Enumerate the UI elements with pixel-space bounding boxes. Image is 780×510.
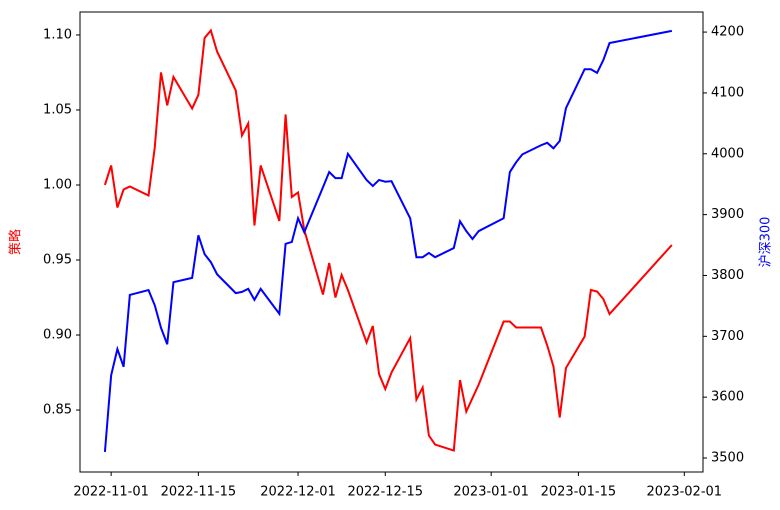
y2-tick-label: 3600 xyxy=(711,390,744,405)
y2-tick-label: 4100 xyxy=(711,85,744,100)
y-tick-label: 0.95 xyxy=(43,253,72,268)
x-tick-label: 2022-11-01 xyxy=(73,485,149,500)
y2-tick-label: 3700 xyxy=(711,329,744,344)
y2-tick-label: 4200 xyxy=(711,25,744,40)
x-tick-label: 2022-11-15 xyxy=(161,485,237,500)
x-tick-label: 2022-12-15 xyxy=(347,485,423,500)
y2-tick-label: 3500 xyxy=(711,451,744,466)
y-axis-label: 策略 xyxy=(8,229,24,255)
x-tick-label: 2023-01-15 xyxy=(541,485,617,500)
y2-tick-label: 3900 xyxy=(711,207,744,222)
y-tick-label: 0.90 xyxy=(43,328,72,343)
y2-axis-label: 沪深300 xyxy=(758,217,774,268)
plot-frame xyxy=(79,11,704,473)
y-tick-label: 0.85 xyxy=(43,403,72,418)
series-line xyxy=(103,29,673,453)
series-line xyxy=(103,28,673,452)
x-tick-label: 2023-02-01 xyxy=(647,485,723,500)
y-tick-label: 1.10 xyxy=(43,27,72,42)
y-tick-label: 1.05 xyxy=(43,102,72,117)
y-tick-label: 1.00 xyxy=(43,177,72,192)
x-tick-label: 2023-01-01 xyxy=(453,485,529,500)
y2-tick-label: 4000 xyxy=(711,146,744,161)
y2-tick-label: 3800 xyxy=(711,268,744,283)
x-tick-label: 2022-12-01 xyxy=(260,485,336,500)
